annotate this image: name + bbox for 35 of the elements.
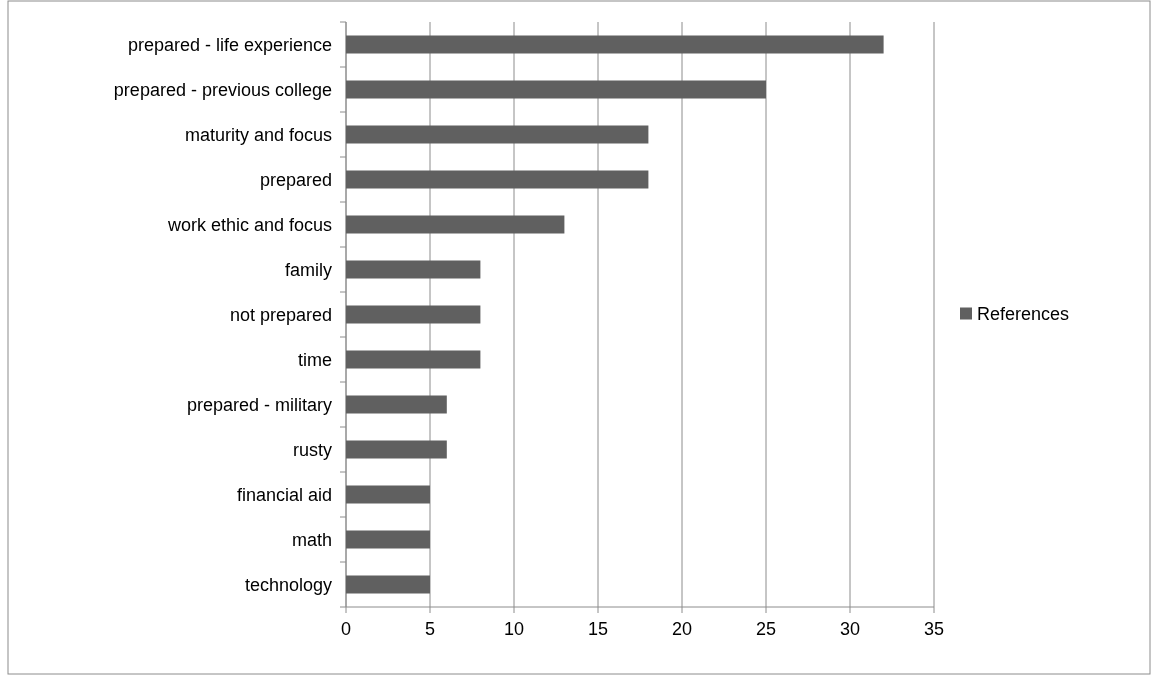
y-tick-label: work ethic and focus xyxy=(166,214,332,235)
y-tick-label: prepared - previous college xyxy=(113,79,332,100)
bar xyxy=(346,260,481,279)
bar xyxy=(346,80,766,99)
y-tick-label: math xyxy=(291,529,332,550)
bar xyxy=(346,530,430,549)
y-tick-label: maturity and focus xyxy=(184,124,332,145)
bar xyxy=(346,395,447,414)
bar xyxy=(346,125,649,144)
x-tick-label: 5 xyxy=(424,619,436,639)
y-tick-label: technology xyxy=(244,574,332,595)
bar xyxy=(346,35,884,54)
x-tick-label: 25 xyxy=(755,619,777,639)
bar xyxy=(346,575,430,594)
y-tick-label: financial aid xyxy=(236,484,332,505)
y-tick-label: time xyxy=(297,349,332,370)
legend-label: References xyxy=(977,303,1070,324)
bar xyxy=(346,170,649,189)
y-tick-label: rusty xyxy=(292,439,332,460)
y-tick-label: prepared - life experience xyxy=(127,34,332,55)
bar xyxy=(346,440,447,459)
y-tick-label: prepared xyxy=(259,169,332,190)
x-tick-label: 0 xyxy=(340,619,352,639)
y-tick-label: family xyxy=(284,259,332,280)
y-tick-label: prepared - military xyxy=(186,394,332,415)
bar xyxy=(346,485,430,504)
x-tick-label: 35 xyxy=(923,619,945,639)
x-tick-label: 30 xyxy=(839,619,861,639)
x-tick-label: 10 xyxy=(503,619,525,639)
x-tick-label: 20 xyxy=(671,619,693,639)
bar xyxy=(346,305,481,324)
bar xyxy=(346,215,565,234)
y-tick-label: not prepared xyxy=(229,304,332,325)
bar xyxy=(346,350,481,369)
x-tick-label: 15 xyxy=(587,619,609,639)
